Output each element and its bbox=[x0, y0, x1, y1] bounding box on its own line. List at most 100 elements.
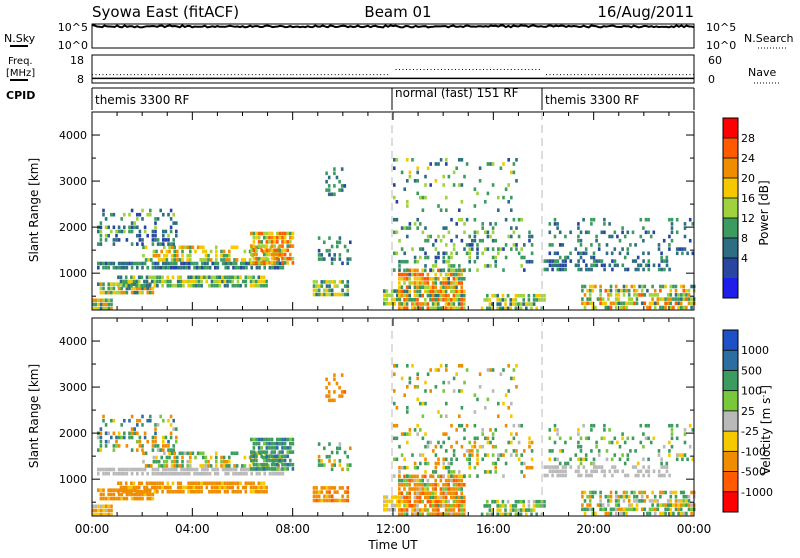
range-gate-cell bbox=[125, 265, 129, 270]
range-gate-cell bbox=[204, 464, 208, 468]
range-gate-cell bbox=[480, 512, 484, 517]
colorbar-frame bbox=[722, 117, 739, 299]
range-gate-cell bbox=[460, 302, 463, 306]
range-gate-cell bbox=[548, 465, 552, 469]
range-gate-cell bbox=[528, 238, 531, 243]
range-gate-cell bbox=[463, 436, 466, 441]
range-gate-cell bbox=[599, 297, 602, 301]
range-gate-cell bbox=[289, 231, 292, 236]
range-gate-cell bbox=[400, 499, 404, 504]
range-gate-cell bbox=[582, 457, 585, 462]
range-gate-cell bbox=[471, 238, 474, 243]
range-gate-cell bbox=[535, 512, 538, 517]
range-gate-cell bbox=[138, 233, 142, 238]
range-gate-cell bbox=[393, 183, 396, 187]
velocity-colorbar-label-suffix: ] bbox=[759, 385, 773, 390]
colorbar-tick-label: 1000 bbox=[741, 344, 769, 357]
range-gate-cell bbox=[416, 504, 419, 508]
cpid-segment-2: normal (fast) 151 RF bbox=[395, 86, 519, 100]
noise-left-tick-top: 10^5 bbox=[58, 21, 88, 34]
range-gate-cell bbox=[603, 436, 606, 441]
range-gate-cell bbox=[548, 259, 552, 263]
range-gate-cell bbox=[325, 188, 328, 192]
range-gate-cell bbox=[160, 455, 163, 460]
power-colorbar bbox=[722, 117, 739, 299]
range-gate-cell bbox=[618, 238, 622, 243]
range-gate-cell bbox=[99, 229, 103, 234]
range-gate-cell bbox=[413, 281, 417, 285]
range-gate-cell bbox=[196, 245, 200, 250]
range-gate-cell bbox=[679, 511, 683, 516]
range-gate-cell bbox=[517, 457, 521, 462]
range-gate-cell bbox=[102, 508, 105, 513]
range-gate-cell bbox=[416, 281, 419, 285]
range-gate-cell bbox=[663, 465, 666, 469]
range-gate-cell bbox=[104, 233, 108, 238]
range-gate-cell bbox=[159, 265, 162, 270]
range-gate-cell bbox=[160, 258, 163, 262]
range-gate-cell bbox=[434, 277, 437, 281]
range-gate-cell bbox=[210, 283, 214, 288]
range-gate-cell bbox=[276, 265, 279, 270]
range-gate-cell bbox=[317, 454, 321, 459]
range-gate-cell bbox=[543, 293, 546, 298]
range-gate-cell bbox=[424, 461, 427, 466]
range-gate-cell bbox=[320, 257, 323, 261]
range-gate-cell bbox=[519, 512, 523, 517]
range-gate-cell bbox=[413, 268, 417, 273]
range-gate-cell bbox=[663, 259, 666, 263]
range-gate-cell bbox=[281, 265, 285, 270]
range-gate-cell bbox=[130, 431, 134, 436]
range-gate-cell bbox=[553, 263, 557, 268]
range-gate-cell bbox=[460, 499, 463, 504]
range-gate-cell bbox=[320, 490, 324, 494]
range-gate-cell bbox=[616, 234, 619, 239]
range-gate-cell bbox=[621, 436, 624, 441]
range-gate-cell bbox=[154, 229, 157, 234]
range-gate-cell bbox=[175, 265, 178, 270]
range-gate-cell bbox=[333, 498, 337, 503]
range-gate-cell bbox=[398, 306, 401, 310]
range-gate-cell bbox=[255, 471, 259, 476]
range-gate-cell bbox=[616, 263, 619, 268]
range-gate-cell bbox=[424, 285, 427, 289]
range-gate-cell bbox=[110, 212, 113, 217]
range-gate-cell bbox=[151, 448, 155, 452]
range-gate-cell bbox=[204, 455, 208, 460]
range-gate-cell bbox=[385, 289, 389, 293]
range-gate-cell bbox=[447, 302, 450, 306]
range-gate-cell bbox=[418, 487, 422, 491]
range-gate-cell bbox=[136, 448, 139, 452]
range-gate-cell bbox=[234, 467, 238, 472]
range-gate-cell bbox=[168, 455, 171, 460]
range-gate-cell bbox=[627, 503, 631, 507]
range-gate-cell bbox=[143, 467, 147, 472]
range-gate-cell bbox=[434, 255, 438, 260]
range-gate-cell bbox=[590, 461, 593, 466]
range-gate-cell bbox=[343, 450, 347, 455]
range-gate-cell bbox=[651, 490, 654, 495]
range-gate-cell bbox=[263, 437, 266, 442]
range-gate-cell bbox=[527, 504, 531, 508]
freq-right-tick-bottom: 0 bbox=[708, 73, 715, 86]
range-gate-cell bbox=[497, 401, 500, 406]
range-gate-cell bbox=[595, 469, 599, 474]
range-gate-cell bbox=[587, 230, 591, 235]
range-gate-cell bbox=[176, 459, 179, 464]
range-gate-cell bbox=[169, 279, 172, 284]
range-gate-cell bbox=[452, 243, 456, 247]
range-gate-cell bbox=[263, 467, 266, 471]
range-gate-cell bbox=[432, 243, 435, 247]
range-gate-cell bbox=[426, 372, 430, 376]
range-gate-cell bbox=[231, 489, 235, 494]
range-gate-cell bbox=[447, 259, 451, 264]
freq-right-tick-top: 60 bbox=[708, 54, 722, 67]
range-gate-cell bbox=[452, 264, 456, 268]
range-gate-cell bbox=[263, 265, 266, 270]
range-gate-cell bbox=[429, 491, 432, 495]
range-gate-cell bbox=[419, 255, 422, 260]
range-gate-cell bbox=[556, 267, 560, 272]
range-gate-cell bbox=[250, 252, 253, 257]
range-gate-cell bbox=[484, 264, 487, 268]
range-gate-cell bbox=[620, 301, 623, 306]
